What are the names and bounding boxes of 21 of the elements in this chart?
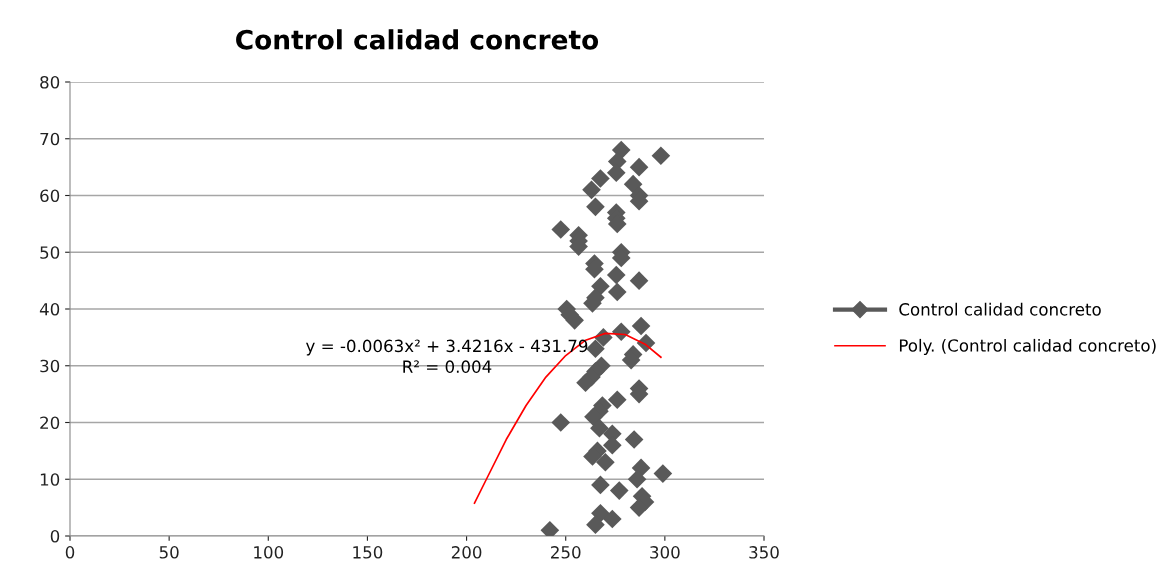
annotation: R² = 0.004	[403, 360, 492, 373]
x-tick-label: 50	[159, 546, 179, 559]
legend-label: Control calidad concreto	[899, 302, 1101, 316]
x-tick-label: 350	[749, 546, 779, 559]
y-tick-label: 10	[40, 473, 60, 486]
chart-title: Control calidad concreto	[236, 29, 599, 50]
y-tick-label: 30	[40, 359, 60, 373]
x-tick-label: 150	[353, 546, 383, 559]
x-tick-label: 100	[254, 546, 284, 559]
x-tick-label: 0	[65, 546, 75, 559]
y-tick-label: 0	[50, 529, 60, 543]
y-tick-label: 70	[40, 132, 60, 146]
legend-label: Poly. (Control calidad concreto)	[899, 338, 1156, 356]
x-tick-label: 200	[451, 546, 482, 559]
y-tick-label: 60	[40, 189, 60, 203]
y-tick-label: 20	[40, 416, 60, 430]
y-tick-label: 80	[40, 75, 60, 89]
y-tick-label: 40	[39, 302, 60, 316]
y-tick-label: 50	[40, 246, 60, 259]
x-tick-label: 300	[650, 546, 680, 559]
x-tick-label: 250	[551, 546, 581, 559]
